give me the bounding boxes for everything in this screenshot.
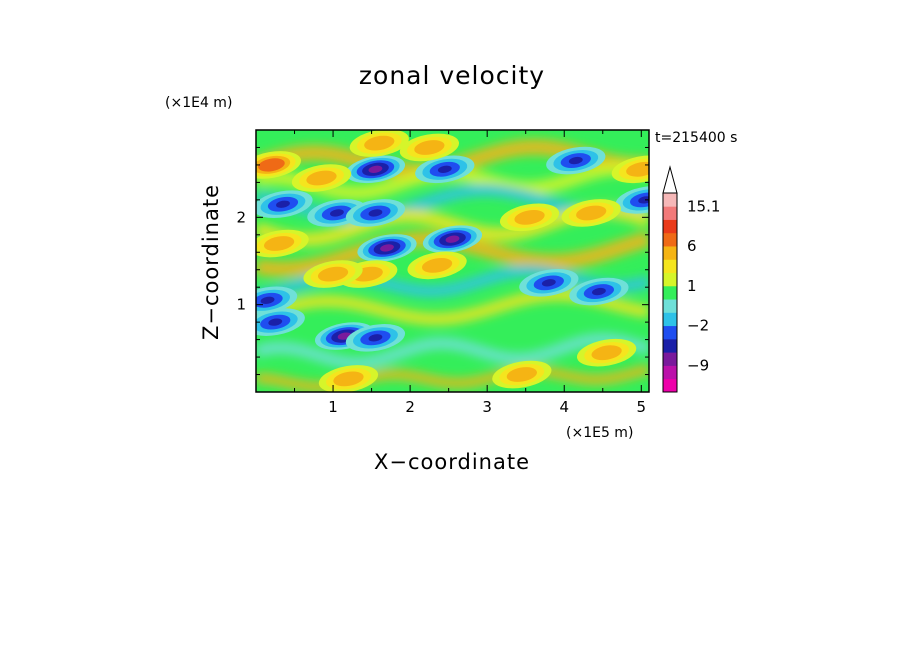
x-axis-title: X−coordinate <box>374 450 530 474</box>
colorbar-segment <box>663 272 677 287</box>
colorbar-segment <box>663 312 677 327</box>
colorbar-segment <box>663 299 677 313</box>
colorbar-segment <box>663 219 677 234</box>
colorbar: 15.1 6 1 −2 −9 <box>662 165 720 393</box>
contour-core <box>372 139 387 147</box>
x-tick-label: 2 <box>405 398 415 416</box>
colorbar-segment <box>663 338 677 353</box>
contour-feature <box>407 251 467 280</box>
contour-core <box>437 165 452 173</box>
contour-feature <box>415 155 475 184</box>
contour-core <box>260 296 275 304</box>
contour-core <box>272 239 287 248</box>
contour-feature <box>303 260 363 288</box>
contour-feature <box>349 130 409 157</box>
colorbar-label: 15.1 <box>687 197 720 215</box>
contour-feature <box>256 229 309 258</box>
plot-area <box>256 130 649 392</box>
contour-core <box>264 161 279 169</box>
contour-feature <box>256 190 313 219</box>
contour-feature <box>345 155 406 184</box>
contour-core <box>568 156 583 165</box>
contour-feature <box>345 199 406 227</box>
colorbar-label: 6 <box>687 237 697 255</box>
contour-feature <box>492 360 552 389</box>
contour-core <box>422 143 437 152</box>
contour-feature <box>569 277 629 306</box>
colorbar-segment <box>663 246 677 260</box>
contour-core <box>445 235 460 243</box>
x-scale-label: (×1E5 m) <box>566 425 633 441</box>
contour-core <box>314 174 329 182</box>
contour-core <box>276 200 290 208</box>
x-axis: 1 2 3 4 5 <box>255 130 647 416</box>
colorbar-segment <box>663 352 677 366</box>
contour-feature <box>357 234 417 262</box>
colorbar-label: 1 <box>687 277 697 295</box>
band <box>256 333 649 370</box>
contour-feature <box>399 133 460 162</box>
x-tick-label: 3 <box>482 398 492 416</box>
plot-frame <box>255 129 650 393</box>
contour-core <box>591 287 606 296</box>
colorbar-segment <box>663 285 677 300</box>
contour-core <box>329 209 344 217</box>
x-tick-label: 5 <box>637 398 647 416</box>
contour-core <box>380 244 394 252</box>
contour-core <box>368 165 383 173</box>
contour-core <box>430 261 445 270</box>
contour-core <box>341 375 356 383</box>
contour-feature <box>499 203 560 232</box>
contour-feature <box>256 308 305 336</box>
y-tick-label: 1 <box>236 296 246 314</box>
contour-feature <box>546 146 606 175</box>
contour-feature <box>519 269 579 297</box>
contour-feature <box>291 164 352 192</box>
contour-feature <box>561 199 621 227</box>
colorbar-label: −9 <box>687 357 709 375</box>
contour-core <box>326 270 340 278</box>
colorbar-segment <box>663 206 677 220</box>
feature-layer <box>256 130 649 392</box>
x-tick-label: 4 <box>559 398 569 416</box>
contour-core <box>634 165 649 173</box>
contour-core <box>268 318 283 326</box>
contour-core <box>522 213 537 221</box>
colorbar-segment <box>663 378 677 393</box>
contour-core <box>360 270 375 278</box>
contour-feature <box>318 365 379 392</box>
colorbar-extend-arrow <box>662 165 678 194</box>
contour-core <box>368 209 383 217</box>
colorbar-label: −2 <box>687 317 709 335</box>
y-axis: 12 <box>236 129 649 393</box>
chart-title: zonal velocity <box>359 61 545 90</box>
colorbar-segment <box>663 325 677 340</box>
contour-core <box>599 349 614 357</box>
colorbar-segment <box>663 232 677 247</box>
y-scale-label: (×1E4 m) <box>165 95 232 111</box>
contour-feature <box>345 324 406 352</box>
contour-feature <box>576 338 637 367</box>
contour-core <box>368 334 383 342</box>
contour-feature <box>422 225 483 253</box>
contour-core <box>584 209 599 217</box>
colorbar-segment <box>663 193 677 207</box>
x-tick-label: 1 <box>328 398 338 416</box>
colorbar-segment <box>663 365 677 380</box>
y-tick-label: 2 <box>236 208 246 226</box>
contour-core <box>541 279 556 287</box>
colorbar-segment <box>663 259 677 273</box>
contour-core <box>514 370 529 379</box>
y-axis-title: Z−coordinate <box>199 184 223 340</box>
time-label: t=215400 s <box>655 130 737 146</box>
